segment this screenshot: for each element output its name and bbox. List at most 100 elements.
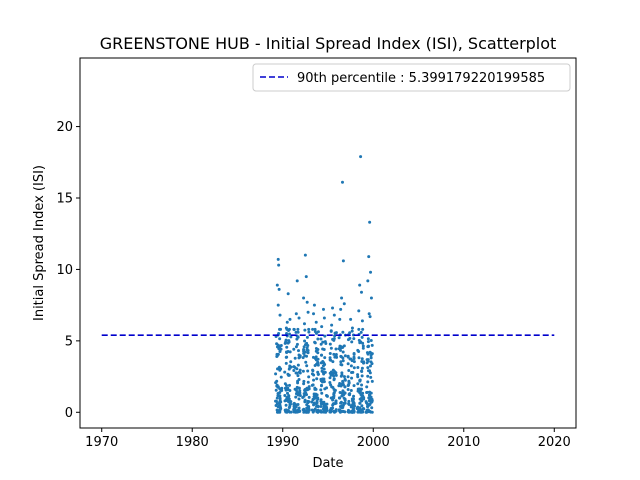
data-point [302,322,306,326]
data-point [303,400,307,404]
x-axis-ticks: 1970 1980 1990 2000 2010 2020 [85,428,571,450]
data-point [346,354,350,358]
data-point [366,404,370,408]
data-point [357,338,361,342]
data-point [320,410,324,414]
data-point [320,325,324,329]
data-point [306,369,310,373]
data-point [293,365,297,369]
data-point [278,337,282,341]
data-point [303,388,307,392]
data-point [302,407,306,411]
data-point [286,409,290,413]
data-point [323,356,327,360]
data-point [274,399,278,403]
data-point [370,379,374,383]
data-point [343,378,347,382]
data-point [278,410,282,414]
data-point [316,405,320,409]
data-point [297,316,301,320]
data-point [347,381,351,385]
data-point [297,349,301,353]
data-point [366,359,370,363]
data-point [278,396,282,400]
data-point [349,364,353,368]
data-point [302,382,306,386]
data-point [315,396,319,400]
data-point [298,368,302,372]
data-point [322,400,326,404]
data-point [307,395,311,399]
data-point [295,342,299,346]
data-point [298,391,302,395]
data-point [311,368,315,372]
data-point [328,358,332,362]
data-point [288,402,292,406]
data-point [292,328,296,332]
data-point [303,328,307,332]
data-point [278,349,282,353]
data-point [279,375,283,379]
data-point [306,380,310,384]
data-point [341,359,345,363]
data-point [312,303,316,307]
data-point [284,326,288,330]
legend: 90th percentile : 5.399179220199585 [252,63,571,92]
data-point [332,410,336,414]
data-point [328,342,332,346]
data-point [314,358,318,362]
data-point [284,338,288,342]
data-point [279,327,283,331]
data-point [312,378,316,382]
y-axis-label: Initial Spread Index (ISI) [32,165,47,321]
data-point [323,340,327,344]
data-point [310,400,314,404]
data-point [313,407,317,411]
data-point [357,356,361,360]
data-point [352,355,356,359]
data-point [284,355,288,359]
data-point [370,362,374,366]
data-point [360,399,364,403]
data-point [356,348,360,352]
data-point [314,402,318,406]
data-point [367,396,371,400]
data-point [357,309,361,313]
data-point [334,331,338,335]
data-point [296,330,300,334]
data-point [341,350,345,354]
data-point [323,334,327,338]
data-point [340,382,344,386]
data-point [305,300,309,304]
data-point [316,330,320,334]
data-point [339,360,343,364]
data-point [333,355,337,359]
data-point [352,352,356,356]
data-point [332,352,336,356]
data-point [289,410,293,414]
data-point [292,347,296,351]
scatter-points [274,155,374,414]
data-point [369,296,373,300]
data-point [275,408,279,412]
data-point [312,395,316,399]
data-point [274,404,278,408]
data-point [360,374,364,378]
data-point [337,396,341,400]
data-point [361,344,365,348]
data-point [292,402,296,406]
data-point [288,332,292,336]
data-point [316,362,320,366]
data-point [357,387,361,391]
data-point [369,353,373,357]
data-point [359,155,363,159]
data-point [338,391,342,395]
y-tick-label: 5 [65,334,73,349]
x-tick-label: 2020 [538,435,571,450]
legend-label: 90th percentile : 5.399179220199585 [297,71,545,86]
data-point [351,399,355,403]
data-point [343,401,347,405]
data-point [304,275,308,279]
data-point [283,394,287,398]
